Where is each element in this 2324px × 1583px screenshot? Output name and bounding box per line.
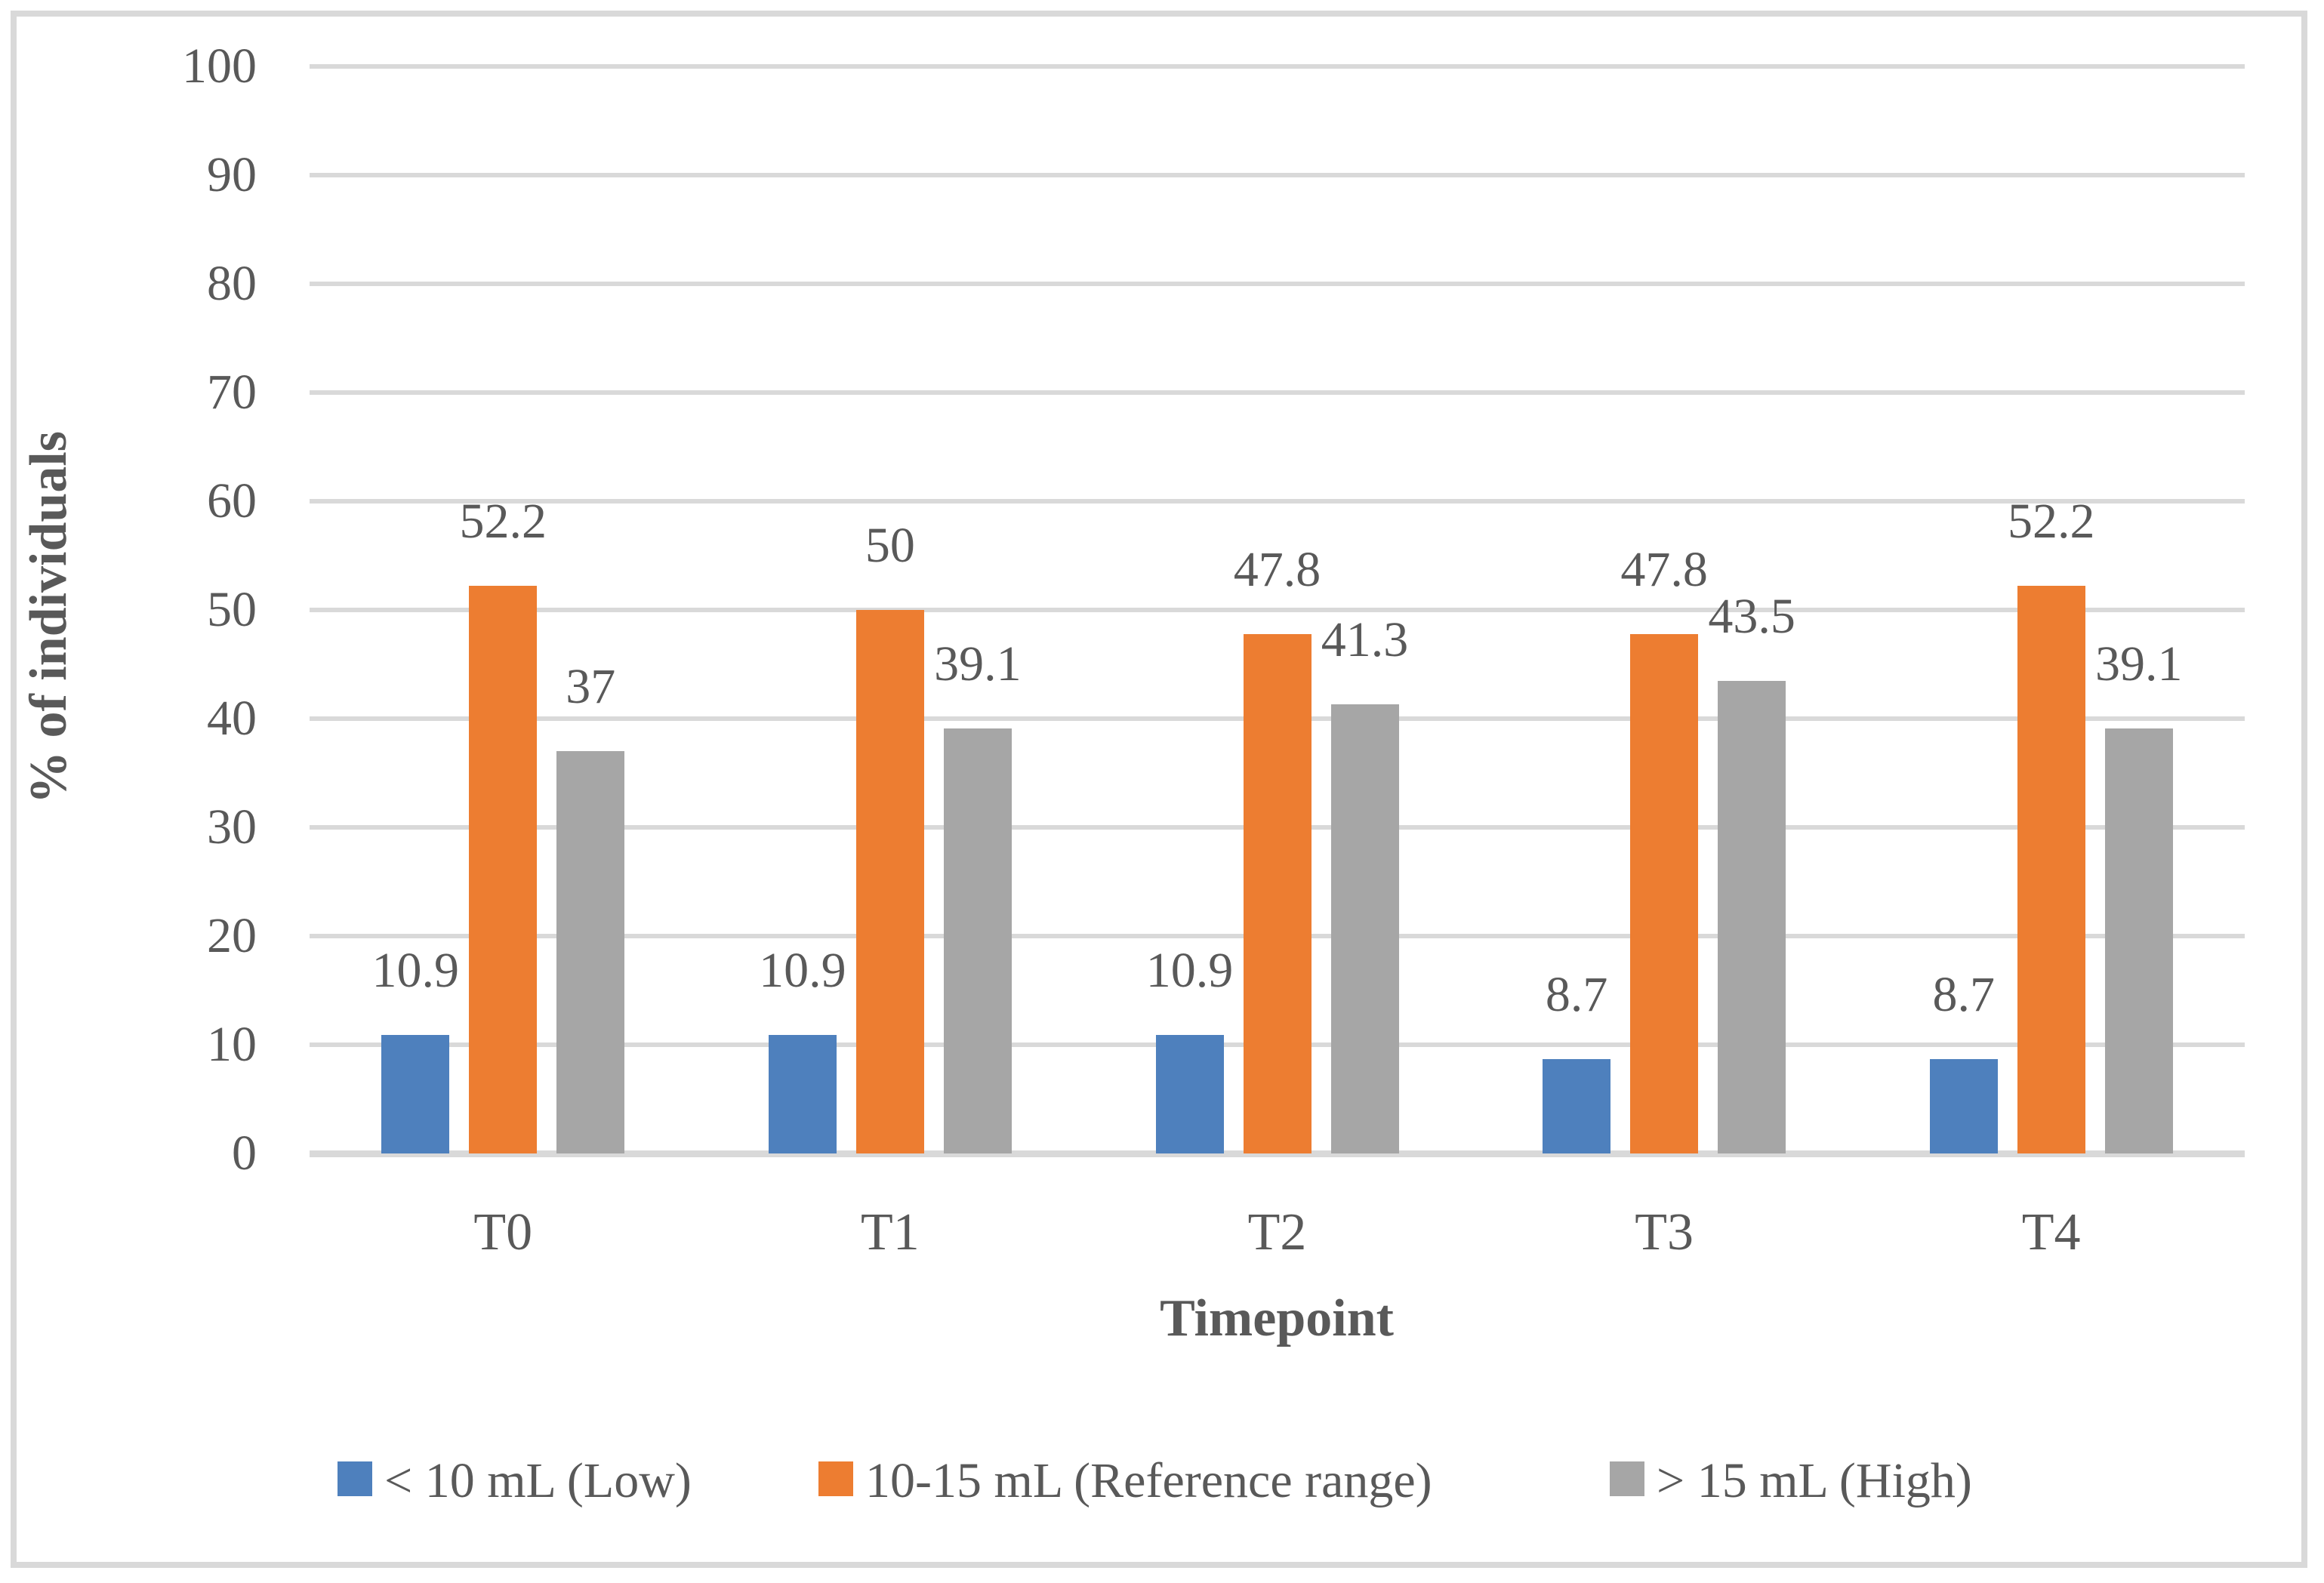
- y-tick-label-100: 100: [182, 38, 257, 94]
- bar-reference-T2: [1243, 633, 1311, 1153]
- gridline-60: [310, 499, 2245, 504]
- bar-value-label-high-T3: 43.5: [1708, 588, 1795, 644]
- bar-reference-T0: [469, 586, 538, 1153]
- bar-value-label-reference-T4: 52.2: [2007, 494, 2095, 550]
- bar-high-T3: [1718, 680, 1786, 1153]
- y-tick-label-40: 40: [207, 691, 257, 746]
- x-tick-label-T4: T4: [2021, 1203, 2081, 1261]
- y-tick-label-0: 0: [232, 1126, 257, 1181]
- legend-label-low: < 10 mL (Low): [384, 1453, 692, 1508]
- gridline-80: [310, 282, 2245, 286]
- y-tick-label-90: 90: [207, 147, 257, 202]
- legend-swatch-high: [1610, 1461, 1644, 1496]
- y-tick-label-80: 80: [207, 256, 257, 311]
- gridline-70: [310, 390, 2245, 395]
- bar-high-T1: [943, 728, 1012, 1153]
- bar-value-label-low-T0: 10.9: [371, 943, 460, 999]
- legend-label-reference: 10-15 mL (Reference range): [865, 1453, 1432, 1508]
- x-tick-label-T3: T3: [1635, 1203, 1694, 1261]
- y-tick-label-50: 50: [207, 582, 257, 637]
- x-tick-label-T2: T2: [1247, 1203, 1307, 1261]
- bar-value-label-low-T1: 10.9: [759, 943, 846, 999]
- legend-swatch-low: [338, 1461, 372, 1496]
- legend-swatch-reference: [818, 1461, 853, 1496]
- y-axis-title: % of individuals: [20, 430, 78, 805]
- bar-high-T4: [2104, 728, 2173, 1153]
- y-tick-label-30: 30: [207, 799, 257, 855]
- bar-value-label-reference-T2: 47.8: [1233, 541, 1321, 597]
- gridline-50: [310, 608, 2245, 612]
- bar-low-T1: [768, 1035, 837, 1153]
- bar-value-label-low-T2: 10.9: [1145, 943, 1234, 999]
- bar-reference-T3: [1630, 633, 1699, 1153]
- y-tick-label-60: 60: [207, 473, 257, 528]
- bar-value-label-high-T0: 37: [566, 659, 616, 715]
- gridline-90: [310, 173, 2245, 177]
- y-tick-label-70: 70: [207, 365, 257, 420]
- bar-value-label-reference-T1: 50: [865, 518, 915, 573]
- x-tick-label-T0: T0: [473, 1203, 533, 1261]
- bar-value-label-reference-T0: 52.2: [459, 494, 547, 550]
- plot-area: [310, 64, 2245, 1157]
- gridline-100: [310, 64, 2245, 69]
- bar-value-label-low-T4: 8.7: [1932, 966, 1995, 1022]
- bar-value-label-high-T2: 41.3: [1321, 612, 1409, 668]
- bar-low-T0: [381, 1035, 450, 1153]
- y-tick-label-10: 10: [207, 1017, 257, 1072]
- bar-value-label-high-T1: 39.1: [934, 636, 1022, 691]
- legend-label-high: > 15 mL (High): [1657, 1453, 1972, 1508]
- bar-value-label-reference-T3: 47.8: [1620, 541, 1708, 597]
- figure-border: [11, 11, 2307, 1568]
- bar-value-label-low-T3: 8.7: [1545, 966, 1608, 1022]
- y-tick-label-20: 20: [207, 908, 257, 963]
- bar-reference-T4: [2017, 586, 2085, 1153]
- bar-reference-T1: [855, 610, 924, 1153]
- bar-low-T2: [1155, 1035, 1224, 1153]
- bar-value-label-high-T4: 39.1: [2094, 636, 2183, 691]
- x-axis-line: [310, 1150, 2245, 1157]
- bar-low-T4: [1929, 1058, 1998, 1153]
- x-tick-label-T1: T1: [861, 1203, 920, 1261]
- bar-low-T3: [1543, 1058, 1611, 1153]
- bar-high-T2: [1330, 704, 1399, 1153]
- bar-high-T0: [556, 751, 625, 1153]
- x-axis-title: Timepoint: [1160, 1289, 1394, 1347]
